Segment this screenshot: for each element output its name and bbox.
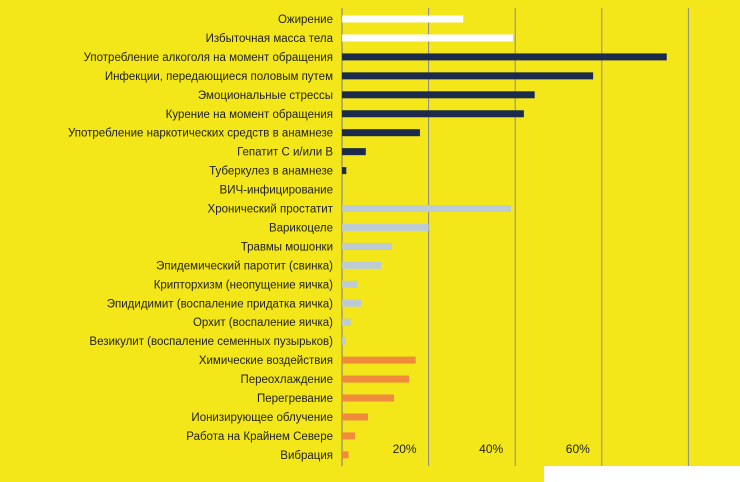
bar [342,356,416,364]
bar [342,451,349,459]
bar [342,110,524,118]
category-label: Гепатит С и/или В [237,147,333,159]
bar [342,299,362,307]
category-label: Избыточная масса тела [206,33,334,45]
category-label: Эмоциональные стрессы [198,90,333,102]
white-corner-patch [544,466,740,482]
bar [342,53,667,61]
x-tick-label: 20% [393,442,417,456]
category-label: Работа на Крайнем Севере [186,431,333,443]
bar [342,205,511,212]
bar [342,129,420,137]
category-label: Курение на момент обращения [166,109,333,121]
bar [342,91,535,99]
category-label: Перегревание [257,393,333,405]
bar [342,337,346,345]
category-label: Орхит (воспаление яичка) [193,317,333,329]
category-label: Крипторхизм (неопущение яичка) [154,279,333,291]
category-label: Травмы мошонки [241,241,333,253]
category-label: Переохлаждение [240,374,333,386]
bar [342,72,594,80]
bar [342,280,358,288]
bar [342,375,410,383]
bar [342,413,368,421]
category-label: Химические воздействия [199,355,333,367]
x-tick-label: 40% [479,442,503,456]
category-label: ВИЧ-инфицирование [220,185,333,197]
category-label: Вибрация [280,450,333,462]
category-label: Хронический простатит [208,204,334,216]
category-label: Эпидемический паротит (свинка) [156,260,333,272]
category-label: Варикоцеле [269,222,333,234]
category-label: Употребление наркотических средств в ана… [68,128,333,140]
category-label: Ионизирующее облучение [191,412,333,424]
bar [342,148,366,156]
bar [342,318,351,326]
category-label: Везикулит (воспаление семенных пузырьков… [89,336,333,348]
category-label: Ожирение [278,14,333,26]
category-label: Инфекции, передающиеся половым путем [105,71,333,83]
bar [342,34,514,42]
category-label: Эпидидимит (воспаление придатка яичка) [107,298,333,310]
bar [342,394,394,402]
category-label: Употребление алкоголя на момент обращени… [84,52,333,64]
category-label: Туберкулез в анамнезе [209,166,333,178]
bar [342,167,347,175]
bar [342,242,392,250]
bar [342,15,464,23]
bar [342,223,429,231]
bar [342,432,355,440]
bar [342,261,381,269]
x-tick-label: 60% [566,442,590,456]
